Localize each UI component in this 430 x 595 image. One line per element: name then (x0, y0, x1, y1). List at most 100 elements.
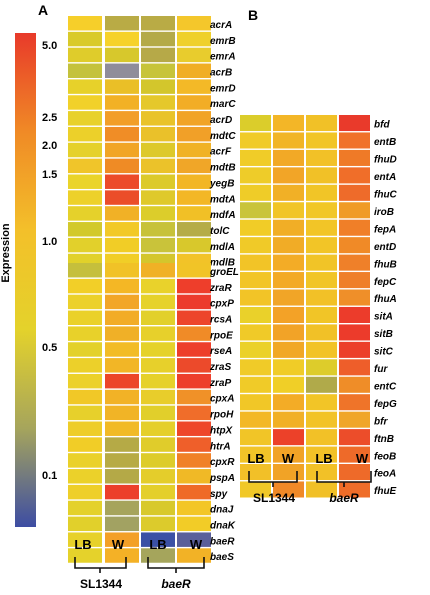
heatmap-cell (273, 254, 304, 271)
gene-label: fur (374, 364, 388, 375)
heatmap-cell (339, 202, 370, 219)
color-scale: Expression 5.0 2.5 2.0 1.5 1.0 0.5 0.1 (0, 33, 57, 527)
heatmap-cell (339, 324, 370, 341)
heatmap-cell (240, 202, 271, 219)
heatmap-cell (141, 237, 175, 253)
heatmap-cell (105, 79, 139, 94)
gene-label: fepC (374, 277, 397, 288)
gene-label: yegB (209, 178, 234, 189)
panel-a-condition-3: LB (149, 537, 166, 552)
gene-label: rseA (210, 346, 232, 357)
heatmap-cell (105, 263, 139, 278)
heatmap-cell (105, 310, 139, 325)
gene-label: cpxR (210, 457, 235, 468)
gene-label: rpoE (210, 330, 233, 341)
gene-label: fepG (374, 399, 397, 410)
heatmap-cell (177, 16, 211, 31)
heatmap-cell (306, 289, 337, 306)
heatmap-cell (273, 149, 304, 166)
heatmap-cell (177, 389, 211, 405)
gene-label: zraP (209, 378, 231, 389)
heatmap-cell (240, 115, 271, 132)
heatmap-cell (105, 421, 139, 436)
gene-label: entB (374, 137, 396, 148)
heatmap-cell (68, 421, 102, 436)
heatmap-cell (339, 481, 370, 498)
heatmap-cell (141, 79, 175, 94)
heatmap-cell (68, 326, 102, 341)
heatmap-cell (240, 184, 271, 201)
heatmap-cell (273, 237, 304, 254)
heatmap-cell (339, 237, 370, 254)
heatmap-cell (141, 500, 175, 516)
heatmap-cell (240, 411, 271, 428)
heatmap-cell (339, 254, 370, 271)
heatmap-cell (273, 464, 304, 481)
heatmap-cell (68, 310, 102, 325)
gene-label: emrB (210, 36, 236, 47)
heatmap-cell (306, 219, 337, 236)
heatmap-cell (68, 174, 102, 189)
panel-b-condition-2: W (282, 451, 295, 466)
gene-label: dnaJ (210, 505, 234, 516)
heatmap-cell (339, 411, 370, 428)
heatmap-cell (141, 310, 175, 325)
heatmap-cell (240, 149, 271, 166)
heatmap-cell (68, 126, 102, 142)
heatmap-cell (177, 358, 211, 373)
heatmap-cell (141, 437, 175, 452)
heatmap-cell (177, 453, 211, 468)
heatmap-cell (177, 437, 211, 452)
panel-b-bracket-baer (316, 471, 372, 487)
gene-label: acrA (210, 20, 232, 31)
heatmap-cell (141, 63, 175, 78)
gene-label: fhuE (374, 486, 397, 497)
heatmap-cell (273, 359, 304, 376)
heatmap-cell (273, 219, 304, 236)
heatmap-cell (68, 516, 102, 532)
heatmap-cell (240, 132, 271, 149)
gene-label: mdfA (210, 210, 236, 221)
heatmap-cell (68, 484, 102, 500)
heatmap-cell (339, 306, 370, 323)
heatmap-cell (177, 47, 211, 63)
heatmap-cell (273, 341, 304, 358)
gene-label: bfr (374, 416, 388, 427)
gene-label: baeR (210, 536, 235, 547)
heatmap-cell (306, 184, 337, 201)
heatmap-cell (141, 278, 175, 294)
heatmap-cell (306, 464, 337, 481)
gene-label: htrA (210, 441, 231, 452)
heatmap-cell (68, 500, 102, 516)
gene-label: fhuC (374, 190, 398, 201)
heatmap-cell (141, 421, 175, 436)
panel-a-strain-sl1344: SL1344 (80, 577, 122, 590)
panel-a-strain-baer: baeR (161, 577, 191, 590)
heatmap-cell (68, 222, 102, 237)
panel-a-heatmap: acrA emrB emrA acrB emrD marC acrD mdtC acrF mdtB… (68, 16, 239, 563)
heatmap-cell (273, 132, 304, 149)
heatmap-cell (240, 359, 271, 376)
heatmap-cell (177, 31, 211, 47)
heatmap-cell (105, 548, 139, 563)
heatmap-cell (105, 405, 139, 421)
heatmap-cell (68, 31, 102, 47)
heatmap-cell (177, 373, 211, 389)
heatmap-cell (177, 206, 211, 221)
heatmap-cell (306, 359, 337, 376)
gene-label: ftnB (374, 434, 394, 445)
heatmap-cell (240, 289, 271, 306)
heatmap-cell (339, 394, 370, 411)
panel-label-b: B (248, 7, 258, 23)
panel-label-a: A (38, 2, 48, 18)
heatmap-cell (68, 342, 102, 357)
heatmap-cell (306, 481, 337, 498)
heatmap-cell (273, 429, 304, 446)
heatmap-cell (177, 516, 211, 532)
heatmap-cell (105, 389, 139, 405)
heatmap-cell (105, 437, 139, 452)
heatmap-cell (105, 373, 139, 389)
heatmap-cell (339, 376, 370, 393)
heatmap-cell (240, 464, 271, 481)
